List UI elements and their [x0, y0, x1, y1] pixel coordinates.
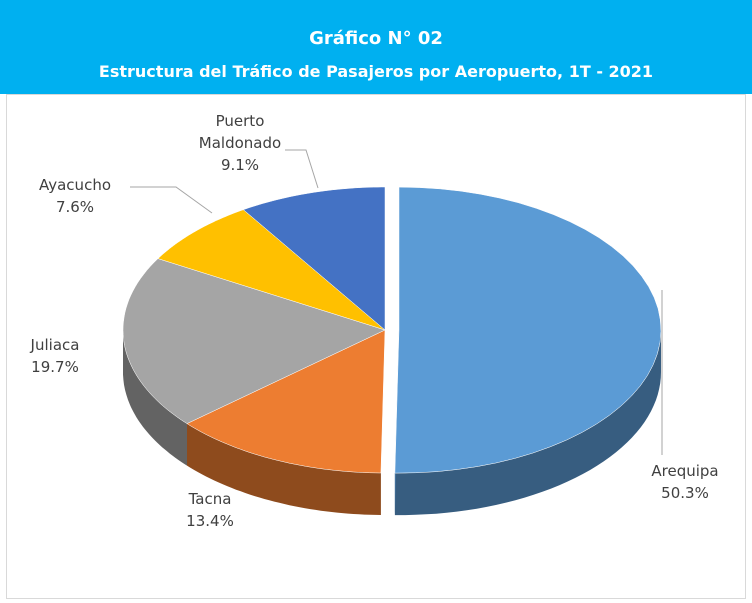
chart-subtitle: Estructura del Tráfico de Pasajeros por … — [98, 62, 654, 81]
chart-title: Gráfico N° 02 — [309, 28, 443, 49]
leader-line — [130, 186, 213, 214]
label-name: Arequipa — [651, 462, 719, 480]
slice-side — [123, 330, 187, 466]
data-label: Arequipa 50.3% — [630, 460, 740, 504]
data-label: Juliaca 19.7% — [5, 334, 105, 378]
label-value: 13.4% — [186, 512, 234, 530]
slice — [186, 329, 386, 474]
label-value: 19.7% — [31, 358, 79, 376]
label-name: Tacna — [188, 490, 232, 508]
label-value: 7.6% — [55, 198, 95, 216]
label-name: Ayacucho — [39, 176, 111, 194]
header: Gráfico N° 02 Estructura del Tráfico de … — [0, 0, 752, 94]
slice-side — [394, 330, 661, 516]
chart-frame — [6, 94, 746, 599]
slices — [122, 186, 662, 516]
slice — [394, 186, 662, 474]
label-value: 50.3% — [661, 484, 709, 502]
label-name: Puerto Maldonado — [198, 112, 282, 152]
label-name: Juliaca — [30, 336, 80, 354]
leader-line — [285, 149, 319, 189]
slice — [157, 209, 386, 331]
label-value: 9.1% — [220, 156, 260, 174]
slice — [242, 186, 386, 331]
data-label: Puerto Maldonado 9.1% — [185, 110, 295, 176]
data-label: Ayacucho 7.6% — [25, 174, 125, 218]
slice-side — [187, 423, 381, 515]
slice — [122, 258, 386, 424]
data-label: Tacna 13.4% — [160, 488, 260, 532]
